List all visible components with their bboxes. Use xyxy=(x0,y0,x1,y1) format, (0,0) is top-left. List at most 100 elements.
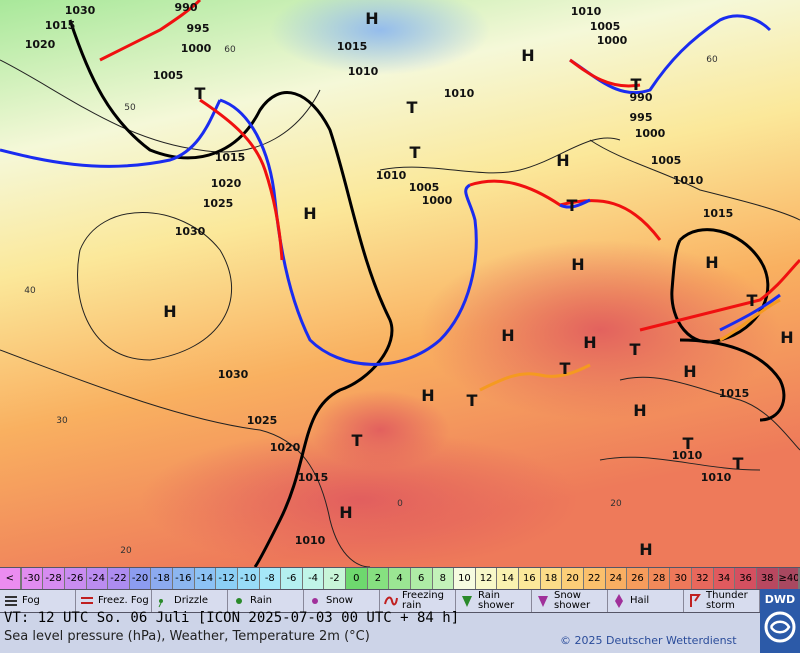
scale-label: 8 xyxy=(439,573,446,584)
hot-area xyxy=(140,430,580,567)
high-pressure: H xyxy=(556,151,569,170)
isobar-label: 990 xyxy=(630,91,653,104)
isobar-label: 1010 xyxy=(348,65,379,78)
high-pressure: H xyxy=(303,204,316,223)
low-pressure: T xyxy=(631,75,642,94)
high-pressure: H xyxy=(501,326,514,345)
isobar-label: 1030 xyxy=(175,225,206,238)
isobar-label: 1010 xyxy=(672,449,703,462)
scale-label: -16 xyxy=(175,573,192,584)
legend-item: Freezing rain xyxy=(380,590,456,612)
high-pressure: H xyxy=(639,540,652,559)
legend-label: Fog xyxy=(22,595,40,606)
temperature-label: 60 xyxy=(706,55,718,65)
scale-cell: 6 xyxy=(410,568,433,590)
low-pressure: T xyxy=(683,434,694,453)
scale-label: 34 xyxy=(717,573,731,584)
legend-icon xyxy=(538,596,548,607)
isobar-label: 1005 xyxy=(409,181,440,194)
isobar-label: 1000 xyxy=(597,34,628,47)
isobar-label: 1010 xyxy=(295,534,326,547)
isobar-label: 1005 xyxy=(590,20,621,33)
scale-label: 28 xyxy=(652,573,666,584)
legend-label: Thunder storm xyxy=(706,590,748,611)
scale-label: -18 xyxy=(153,573,170,584)
isobar-label: 1020 xyxy=(211,177,242,190)
scale-label: < xyxy=(0,568,21,589)
scale-cell: -18 xyxy=(151,568,173,590)
scale-label: -26 xyxy=(67,573,84,584)
scale-label: -20 xyxy=(131,573,149,584)
cold-area xyxy=(270,0,490,75)
legend-item: Fog xyxy=(0,590,76,612)
low-pressure: T xyxy=(733,454,744,473)
scale-label: -6 xyxy=(286,573,297,584)
scale-cell: -8 xyxy=(259,568,282,590)
scale-label: -24 xyxy=(88,573,105,584)
temperature-label: 0 xyxy=(397,499,403,509)
scale-label: 38 xyxy=(760,573,774,584)
isobar-label: 1030 xyxy=(65,4,96,17)
scale-cell: 34 xyxy=(713,568,736,590)
isobar-label: 1025 xyxy=(247,414,278,427)
scale-cell: 14 xyxy=(497,568,519,590)
scale-cell: -26 xyxy=(64,568,87,590)
high-pressure: H xyxy=(365,9,378,28)
scale-cell: 16 xyxy=(519,568,541,590)
scale-cell: 0 xyxy=(346,568,368,590)
scale-cell: -4 xyxy=(302,568,325,590)
hot-area xyxy=(310,390,450,470)
low-pressure: T xyxy=(567,196,578,215)
isobar-label: 1020 xyxy=(270,441,301,454)
scale-cell: 36 xyxy=(735,568,757,590)
legend-label: Rain xyxy=(250,595,272,606)
low-pressure: T xyxy=(747,291,758,310)
scale-label: 24 xyxy=(609,573,623,584)
scale-cell: -10 xyxy=(237,568,260,590)
scale-cell: 32 xyxy=(692,568,714,590)
scale-cell: 12 xyxy=(475,568,498,590)
scale-cell: 26 xyxy=(627,568,649,590)
scale-label: 22 xyxy=(587,573,601,584)
copyright: © 2025 Deutscher Wetterdienst xyxy=(560,634,737,647)
low-pressure: T xyxy=(410,143,421,162)
legend-label: Snow xyxy=(326,595,353,606)
high-pressure: H xyxy=(683,362,696,381)
scale-cell: -20 xyxy=(129,568,152,590)
isobar-label: 1010 xyxy=(571,5,602,18)
scale-cell: 28 xyxy=(648,568,671,590)
legend-label: Snow shower xyxy=(554,590,591,611)
scale-cell: 4 xyxy=(389,568,411,590)
scale-label: -12 xyxy=(218,573,235,584)
low-pressure: T xyxy=(467,391,478,410)
scale-cell: 18 xyxy=(540,568,563,590)
scale-label: -30 xyxy=(23,573,41,584)
scale-label: -8 xyxy=(264,573,275,584)
legend-icon xyxy=(5,596,17,606)
scale-cell: 24 xyxy=(605,568,628,590)
temperature-label: 40 xyxy=(24,286,36,296)
scale-label: 30 xyxy=(674,573,688,584)
scale-label: 12 xyxy=(479,573,493,584)
legend-icon xyxy=(158,599,163,608)
scale-label: ≥40 xyxy=(779,568,800,589)
scale-label: 18 xyxy=(544,573,558,584)
scale-cell: 20 xyxy=(562,568,584,590)
low-pressure: T xyxy=(352,431,363,450)
scale-label: -4 xyxy=(308,573,319,584)
scale-label: 20 xyxy=(566,573,579,584)
scale-label: -2 xyxy=(329,573,340,584)
isobar-label: 1015 xyxy=(45,19,76,32)
legend-icon xyxy=(236,598,242,604)
scale-cell: -14 xyxy=(194,568,217,590)
temperature-scale: <-30-30-28-26-24-22-20-18-16-14-12-10-8-… xyxy=(0,567,800,590)
scale-cell: ≥40°C xyxy=(778,568,800,590)
isobar-label: 1010 xyxy=(673,174,704,187)
isobar-label: 1020 xyxy=(25,38,56,51)
isobars xyxy=(0,59,800,567)
legend-icon xyxy=(690,594,701,607)
low-pressure: T xyxy=(195,84,206,103)
weather-legend: Fog Freez. Fog Drizzle Rain Snow Freezing rai… xyxy=(0,589,760,613)
isobar-label: 1005 xyxy=(153,69,184,82)
legend-icon xyxy=(312,598,318,604)
